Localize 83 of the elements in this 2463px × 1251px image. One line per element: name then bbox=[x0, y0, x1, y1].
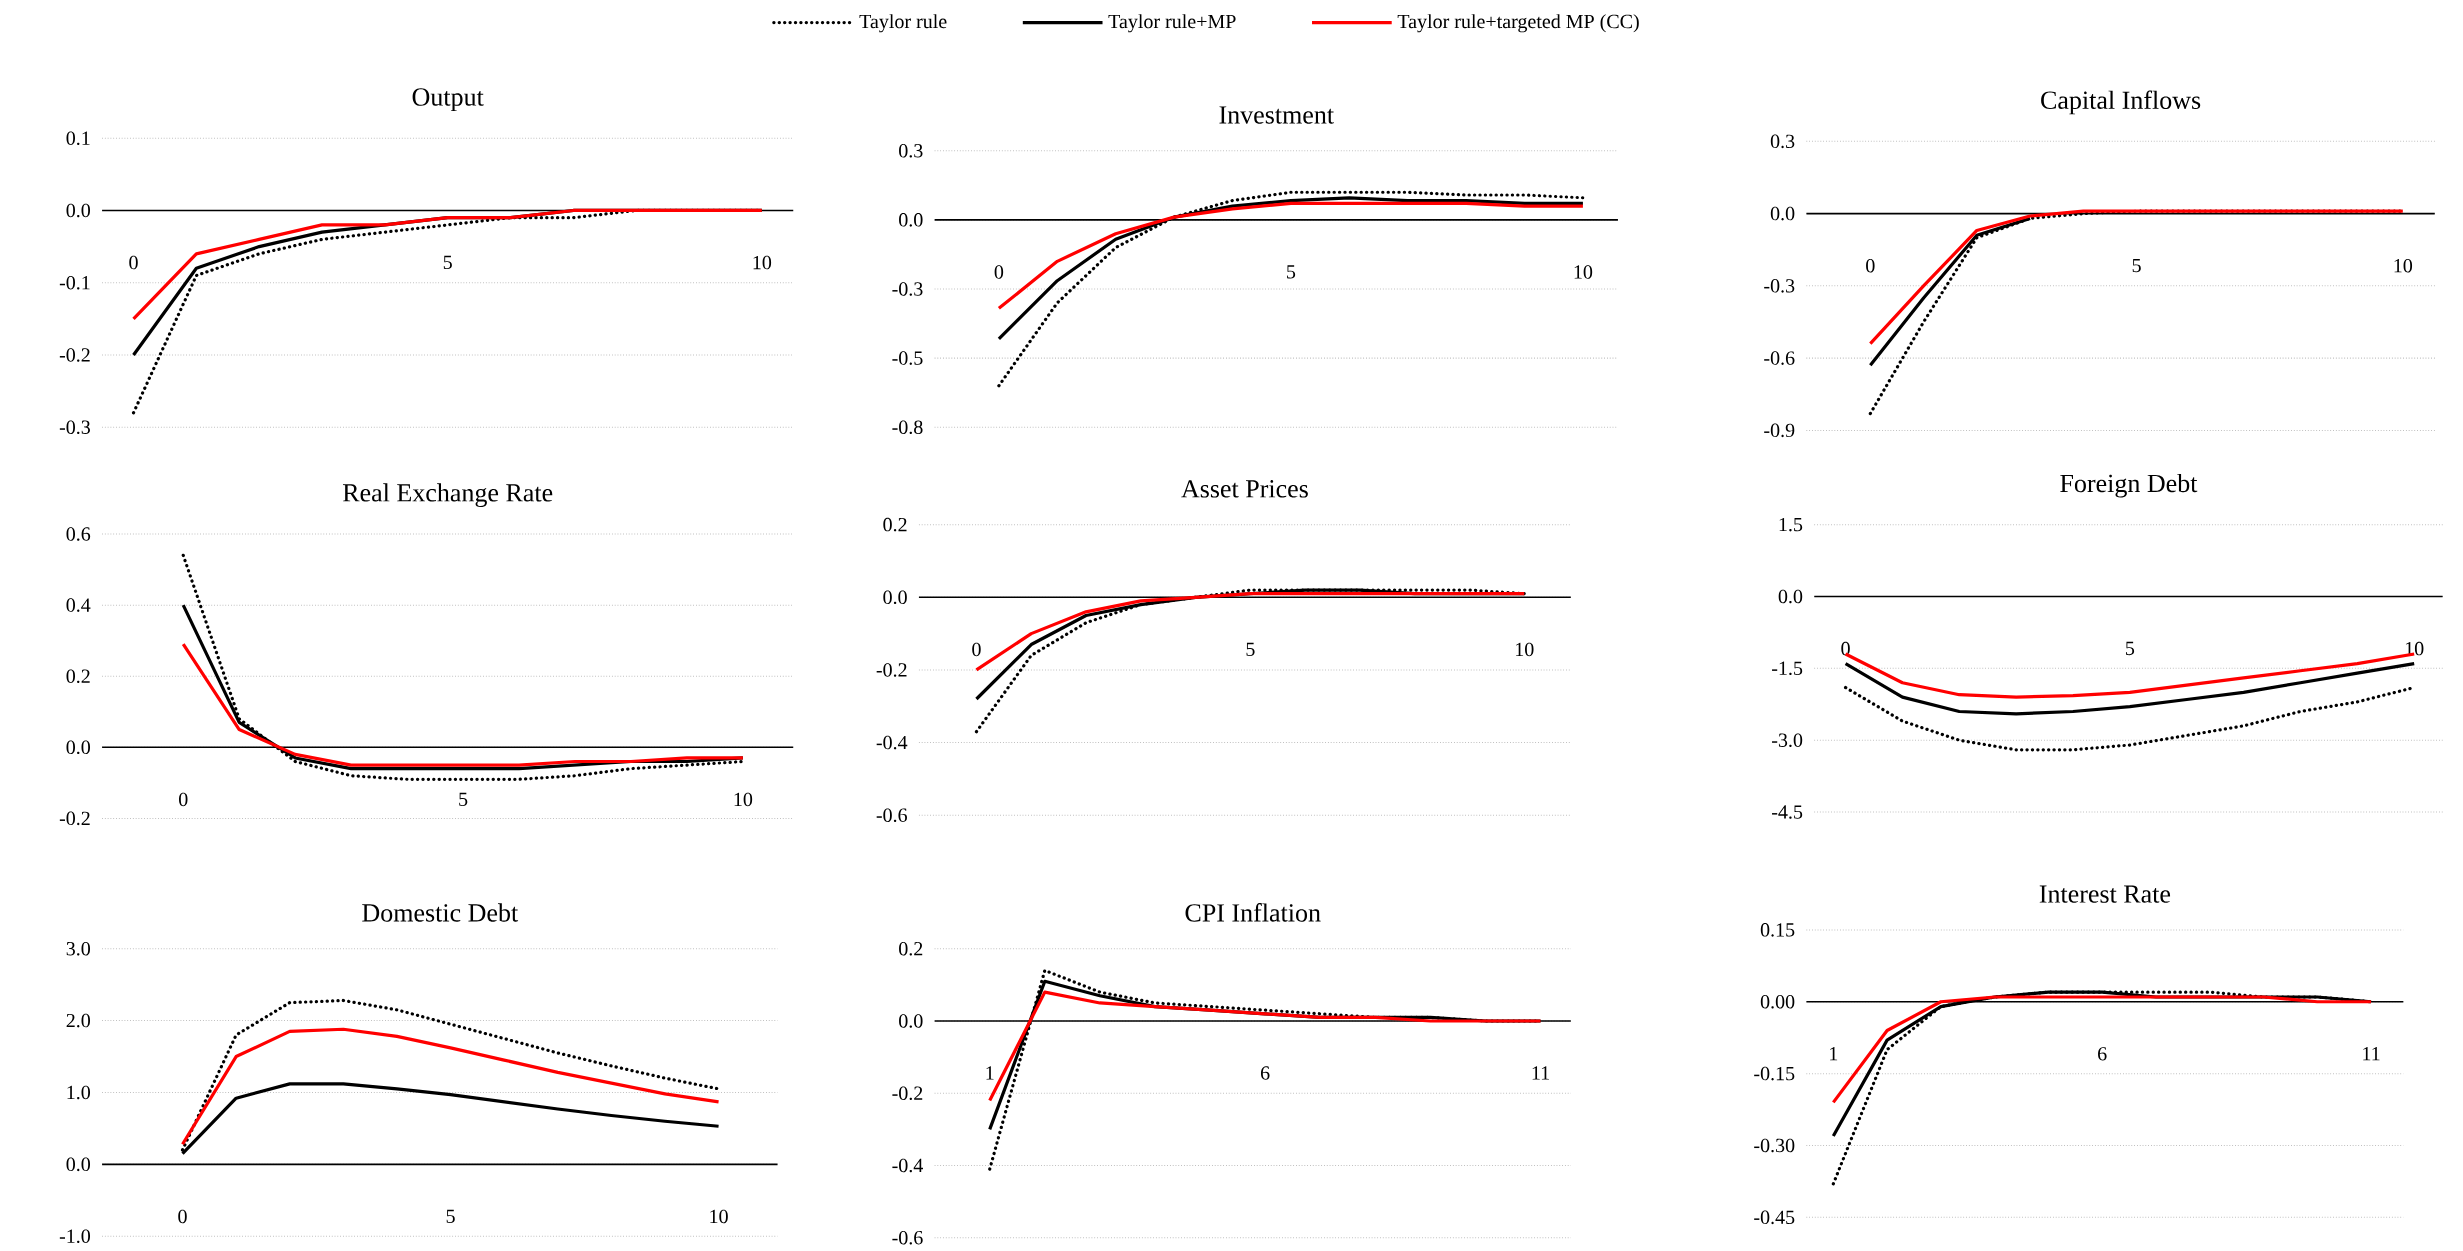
y-tick-label: 1.0 bbox=[67, 1085, 91, 1100]
y-tick-label: 1.5 bbox=[1779, 517, 1803, 532]
y-tick-label: 0.0 bbox=[66, 740, 91, 754]
y-tick-label: 0.0 bbox=[899, 1014, 923, 1028]
x-tick-label: 6 bbox=[1260, 1066, 1270, 1080]
x-tick-label: 0 bbox=[972, 642, 981, 657]
x-tick-label: 0 bbox=[994, 265, 1004, 279]
legend-label: Taylor rule+targeted MP (CC) bbox=[1397, 14, 1639, 33]
y-tick-label: -1.0 bbox=[59, 1229, 91, 1243]
x-tick-label: 11 bbox=[1532, 1066, 1549, 1080]
x-tick-label: 10 bbox=[2394, 258, 2413, 273]
y-tick-label: 0.0 bbox=[66, 1157, 91, 1172]
y-tick-label: -0.3 bbox=[1764, 278, 1795, 293]
chart-title: Interest Rate bbox=[2039, 885, 2171, 903]
y-tick-label: 0.0 bbox=[899, 213, 923, 227]
y-tick-label: 0.2 bbox=[899, 941, 923, 956]
chart-title: Investment bbox=[1219, 106, 1334, 124]
y-tick-label: -0.4 bbox=[876, 735, 908, 750]
y-tick-label: 0.0 bbox=[1770, 206, 1795, 221]
y-tick-label: -0.3 bbox=[892, 282, 923, 296]
y-tick-label: -4.5 bbox=[1772, 805, 1803, 819]
y-tick-label: 0.1 bbox=[66, 131, 90, 145]
y-tick-label: -1.5 bbox=[1772, 661, 1803, 675]
legend-label: Taylor rule bbox=[859, 14, 947, 33]
y-tick-label: -0.2 bbox=[876, 663, 907, 677]
y-tick-label: -0.5 bbox=[892, 351, 923, 365]
x-tick-label: 5 bbox=[1287, 265, 1296, 279]
y-tick-label: 0.0 bbox=[883, 590, 907, 604]
chart-title: Capital Inflows bbox=[2041, 90, 2201, 115]
y-tick-label: -0.30 bbox=[1754, 1138, 1795, 1153]
x-tick-label: 5 bbox=[2126, 641, 2135, 656]
x-tick-label: 5 bbox=[459, 792, 468, 806]
x-tick-label: 5 bbox=[446, 1209, 455, 1223]
y-tick-label: -0.6 bbox=[876, 808, 908, 822]
x-tick-label: 10 bbox=[753, 255, 772, 270]
chart-title: Real Exchange Rate bbox=[342, 483, 553, 507]
y-tick-label: 2.0 bbox=[66, 1013, 91, 1028]
x-tick-label: 1 bbox=[1830, 1047, 1838, 1061]
x-tick-label: 10 bbox=[1516, 642, 1534, 657]
y-tick-label: 0.0 bbox=[66, 203, 91, 218]
x-tick-label: 6 bbox=[2098, 1047, 2107, 1061]
chart-title: Foreign Debt bbox=[2060, 473, 2198, 498]
y-tick-label: -0.4 bbox=[892, 1158, 923, 1173]
x-tick-label: 0 bbox=[1866, 258, 1875, 273]
y-tick-label: 3.0 bbox=[66, 941, 91, 956]
y-tick-label: 0.2 bbox=[66, 669, 90, 683]
x-tick-label: 0 bbox=[178, 1209, 187, 1224]
y-tick-label: -0.3 bbox=[59, 420, 90, 434]
y-tick-label: -0.1 bbox=[59, 275, 90, 290]
chart-title: Asset Prices bbox=[1181, 479, 1308, 498]
x-tick-label: 5 bbox=[443, 255, 452, 269]
y-tick-label: -0.45 bbox=[1754, 1210, 1795, 1225]
y-tick-label: -0.9 bbox=[1764, 423, 1795, 438]
y-tick-label: -3.0 bbox=[1772, 733, 1803, 747]
chart-title: Output bbox=[412, 88, 484, 111]
x-tick-label: 10 bbox=[734, 792, 753, 807]
y-tick-label: -0.2 bbox=[59, 811, 90, 826]
x-tick-label: 5 bbox=[2132, 258, 2141, 273]
x-tick-label: 0 bbox=[129, 255, 138, 270]
y-tick-label: -0.6 bbox=[892, 1230, 923, 1245]
y-tick-label: -0.6 bbox=[1764, 351, 1795, 365]
y-tick-label: 0.3 bbox=[899, 143, 923, 158]
x-tick-label: 5 bbox=[1246, 642, 1255, 656]
x-tick-label: 1 bbox=[986, 1066, 994, 1080]
y-tick-label: 0.6 bbox=[66, 527, 91, 541]
legend-label: Taylor rule+MP bbox=[1108, 14, 1236, 33]
y-tick-label: -0.2 bbox=[892, 1086, 923, 1100]
y-tick-label: -0.15 bbox=[1754, 1066, 1795, 1081]
y-tick-label: 0.4 bbox=[66, 598, 91, 612]
y-tick-label: 0.3 bbox=[1770, 134, 1795, 149]
chart-title: Domestic Debt bbox=[362, 903, 519, 922]
y-tick-label: 0.15 bbox=[1760, 923, 1795, 937]
x-tick-label: 10 bbox=[710, 1209, 728, 1224]
y-tick-label: -0.2 bbox=[59, 348, 90, 362]
y-tick-label: 0.0 bbox=[1778, 589, 1803, 604]
x-tick-label: 11 bbox=[2363, 1047, 2380, 1061]
y-tick-label: 0.00 bbox=[1760, 994, 1795, 1009]
chart-title: CPI Inflation bbox=[1185, 902, 1321, 922]
x-tick-label: 0 bbox=[1841, 641, 1850, 656]
x-tick-label: 10 bbox=[1574, 265, 1593, 279]
y-tick-label: -0.8 bbox=[892, 420, 923, 434]
y-tick-label: 0.2 bbox=[883, 517, 907, 532]
x-tick-label: 0 bbox=[179, 792, 188, 807]
